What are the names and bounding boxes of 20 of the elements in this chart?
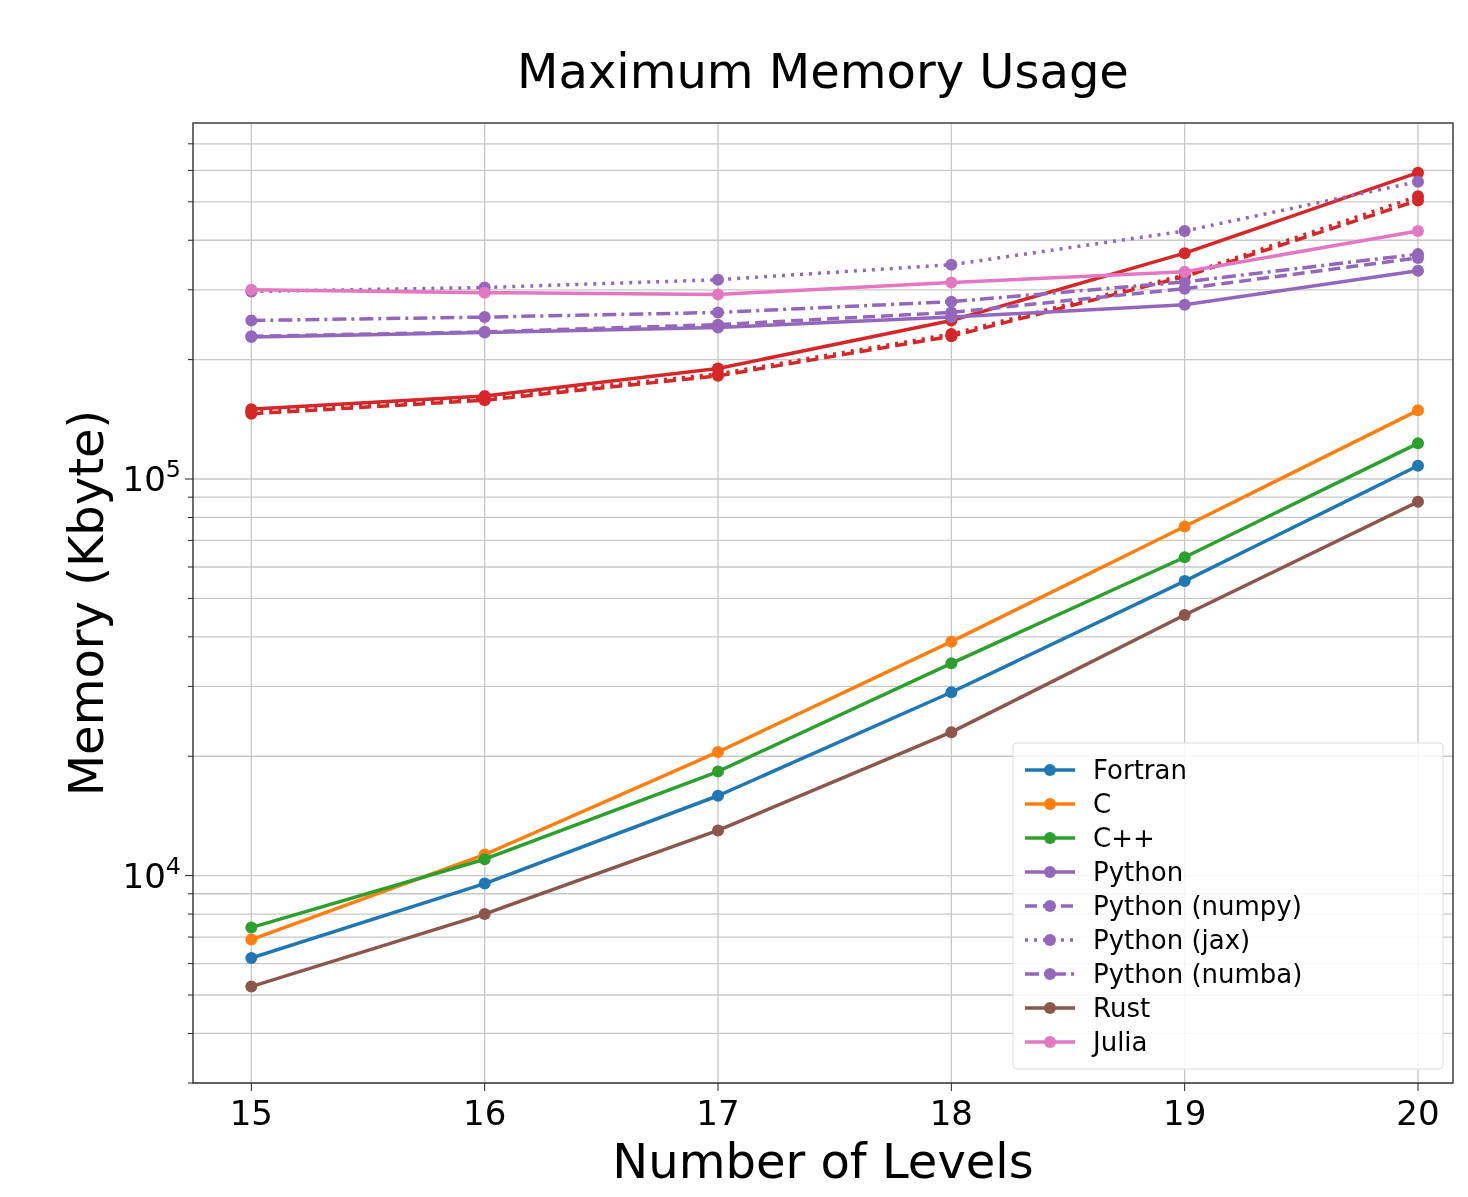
legend-label: C [1093,789,1112,819]
legend-label: Fortran [1093,755,1187,785]
y-tick-label: 10$^{4}$ [122,851,181,896]
x-tick-label: 15 [229,1093,273,1133]
legend-label: Julia [1091,1027,1148,1057]
legend-label: C++ [1093,823,1155,853]
x-axis-title: Number of Levels [612,1133,1034,1189]
x-tick-label: 17 [696,1093,740,1133]
x-tick-label: 20 [1396,1093,1440,1133]
x-tick-label: 18 [929,1093,973,1133]
chart-title: Maximum Memory Usage [517,43,1129,99]
y-tick-label: 10$^{5}$ [122,455,181,500]
x-tick-label: 19 [1163,1093,1207,1133]
x-tick-label: 16 [463,1093,507,1133]
legend-label: Python [1093,857,1184,887]
legend-label: Rust [1093,993,1151,1023]
legend-label: Python (numba) [1093,959,1303,989]
legend-label: Python (numpy) [1093,891,1302,921]
y-axis-title: Memory (Kbyte) [58,409,114,797]
legend-label: Python (jax) [1093,925,1251,955]
